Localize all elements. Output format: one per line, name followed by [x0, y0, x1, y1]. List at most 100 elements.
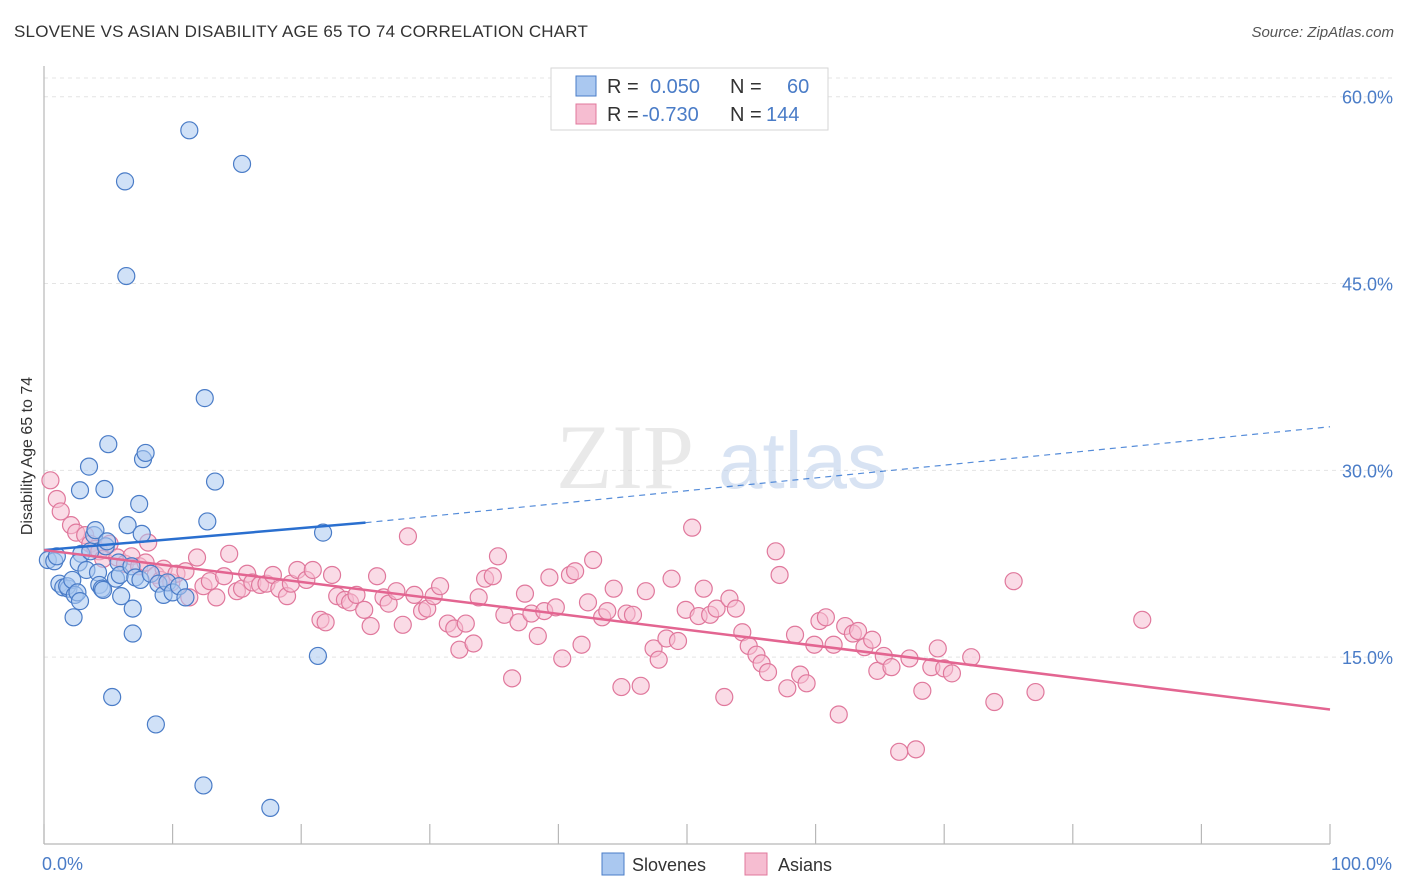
chart-source: Source: ZipAtlas.com: [1251, 24, 1394, 41]
slovene-point: [261, 798, 280, 817]
asian-point: [785, 625, 805, 644]
slovene-point: [195, 389, 214, 408]
asian-point: [1133, 610, 1152, 629]
y-tick-label: 45.0%: [1342, 275, 1393, 295]
asian-point: [469, 588, 488, 607]
asian-point: [890, 742, 909, 761]
asian-point: [668, 631, 688, 651]
asian-point: [430, 577, 450, 596]
slovene-point: [205, 472, 225, 491]
asian-point: [758, 663, 778, 682]
asian-point: [649, 650, 668, 669]
slovene-point: [97, 532, 117, 551]
asian-point: [683, 518, 702, 537]
asian-point: [540, 568, 559, 587]
asian-point: [863, 630, 882, 649]
slovene-point: [95, 479, 114, 499]
axes: [43, 66, 1331, 845]
slovene-point: [99, 435, 118, 454]
y-axis-label: Disability Age 65 to 74: [19, 377, 36, 535]
slovene-point: [308, 646, 328, 666]
asian-point: [509, 613, 528, 632]
slovene-point: [176, 588, 195, 607]
bottom-legend-label-slovenes: Slovenes: [632, 855, 706, 875]
asian-point: [816, 608, 835, 627]
slovene-point: [112, 587, 131, 606]
asian-point: [848, 621, 868, 641]
slovene-point: [123, 599, 142, 618]
asian-point: [187, 548, 207, 567]
slovene-point: [79, 457, 99, 476]
asian-point: [715, 687, 734, 707]
asian-point: [41, 471, 60, 490]
asian-point: [882, 658, 901, 677]
slovene-point: [70, 592, 90, 611]
asian-point: [623, 605, 643, 624]
slovene-point: [118, 516, 137, 535]
slovene-point: [70, 481, 90, 500]
asian-point: [906, 740, 926, 759]
legend-r-value: 0.050: [650, 76, 700, 98]
asian-point: [726, 599, 745, 618]
asian-point: [398, 527, 418, 546]
bottom-legend-swatch-asians: [744, 852, 768, 876]
asian-point: [942, 664, 962, 683]
asian-point: [387, 582, 406, 601]
x-tick-label-max: 100.0%: [1331, 854, 1392, 874]
slovene-point: [232, 154, 252, 174]
y-tick-label: 60.0%: [1342, 88, 1393, 108]
asian-point: [488, 547, 508, 566]
asian-point: [928, 639, 947, 658]
asian-point: [316, 613, 335, 632]
watermark-zip: ZIP: [556, 406, 694, 508]
asian-point: [220, 544, 239, 563]
slovene-point: [136, 443, 155, 463]
asian-point: [322, 565, 342, 585]
asian-point: [553, 649, 572, 668]
asian-point: [361, 616, 380, 636]
legend-r-label: R =: [607, 76, 639, 98]
asian-point: [347, 585, 366, 605]
legend-n-value: 60: [787, 76, 809, 98]
asian-point: [393, 615, 412, 634]
slovene-point: [313, 523, 333, 542]
y-tick-labels: 15.0% 30.0% 45.0% 60.0%: [1342, 88, 1393, 668]
x-tick-label-min: 0.0%: [42, 854, 83, 874]
slovenes-trend-line: [43, 521, 366, 552]
slovene-point: [132, 524, 151, 543]
asian-point: [584, 550, 603, 570]
trend-lines: [43, 426, 1331, 711]
watermark: ZIP atlas: [556, 406, 887, 508]
y-tick-label: 15.0%: [1342, 648, 1393, 668]
asian-point: [456, 614, 475, 633]
slovene-point: [115, 172, 135, 191]
slovene-point: [117, 266, 136, 286]
asians-trend-line: [43, 548, 1331, 711]
asian-point: [766, 542, 785, 561]
bottom-legend: Slovenes Asians: [601, 852, 832, 876]
legend-r-label: R =: [607, 104, 639, 126]
slovene-point: [180, 121, 199, 140]
asian-point: [51, 502, 70, 521]
asian-point: [566, 562, 585, 581]
slovene-point: [130, 494, 149, 514]
asian-point: [464, 634, 483, 653]
slovene-point: [146, 715, 165, 734]
asian-point: [546, 598, 565, 617]
chart-title: SLOVENE VS ASIAN DISABILITY AGE 65 TO 74…: [14, 22, 589, 41]
asian-point: [913, 681, 932, 700]
asian-point: [636, 582, 655, 601]
asian-point: [662, 569, 681, 588]
asian-point: [631, 676, 650, 695]
slovene-point: [86, 521, 105, 540]
asian-point: [985, 692, 1004, 712]
slovene-point: [94, 580, 113, 600]
legend-r-value: -0.730: [642, 104, 699, 126]
watermark-atlas: atlas: [718, 416, 887, 505]
legend-frame: [550, 67, 829, 131]
asian-point: [604, 579, 623, 598]
asian-point: [829, 705, 848, 724]
slovenes-trend-extension: [365, 426, 1331, 524]
asian-point: [528, 626, 547, 646]
